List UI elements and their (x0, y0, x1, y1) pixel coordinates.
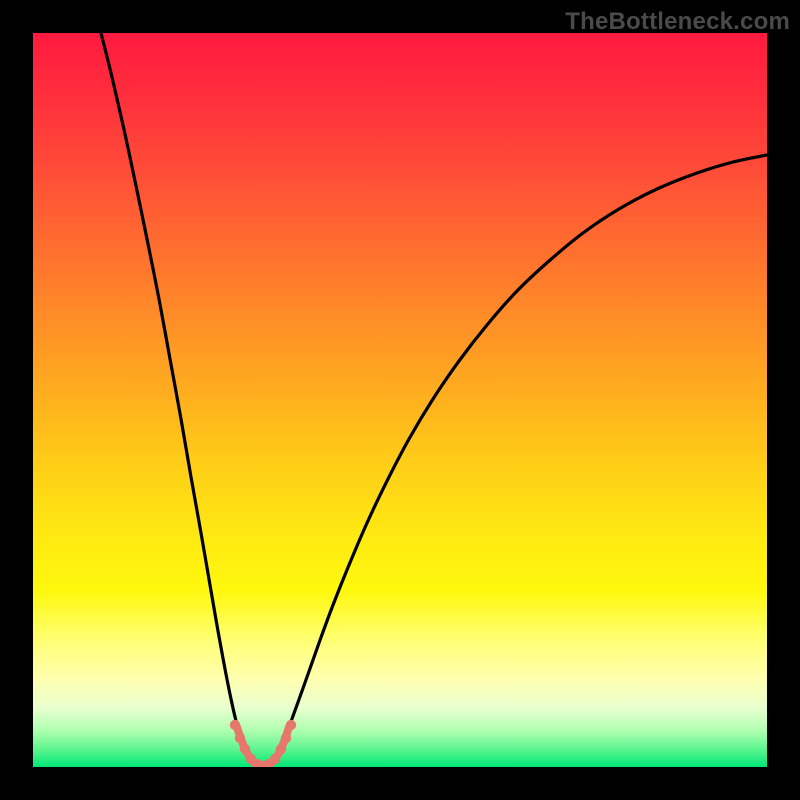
plot-area (33, 33, 767, 767)
valley-dot (235, 733, 245, 743)
gradient-background (33, 33, 767, 767)
plot-svg (33, 33, 767, 767)
valley-dot (276, 744, 286, 754)
valley-dot (286, 720, 296, 730)
chart-container: TheBottleneck.com (0, 0, 800, 800)
watermark-text: TheBottleneck.com (565, 8, 790, 36)
valley-dot (230, 720, 240, 730)
valley-dot (240, 744, 250, 754)
valley-dot (270, 754, 280, 764)
valley-dot (281, 733, 291, 743)
